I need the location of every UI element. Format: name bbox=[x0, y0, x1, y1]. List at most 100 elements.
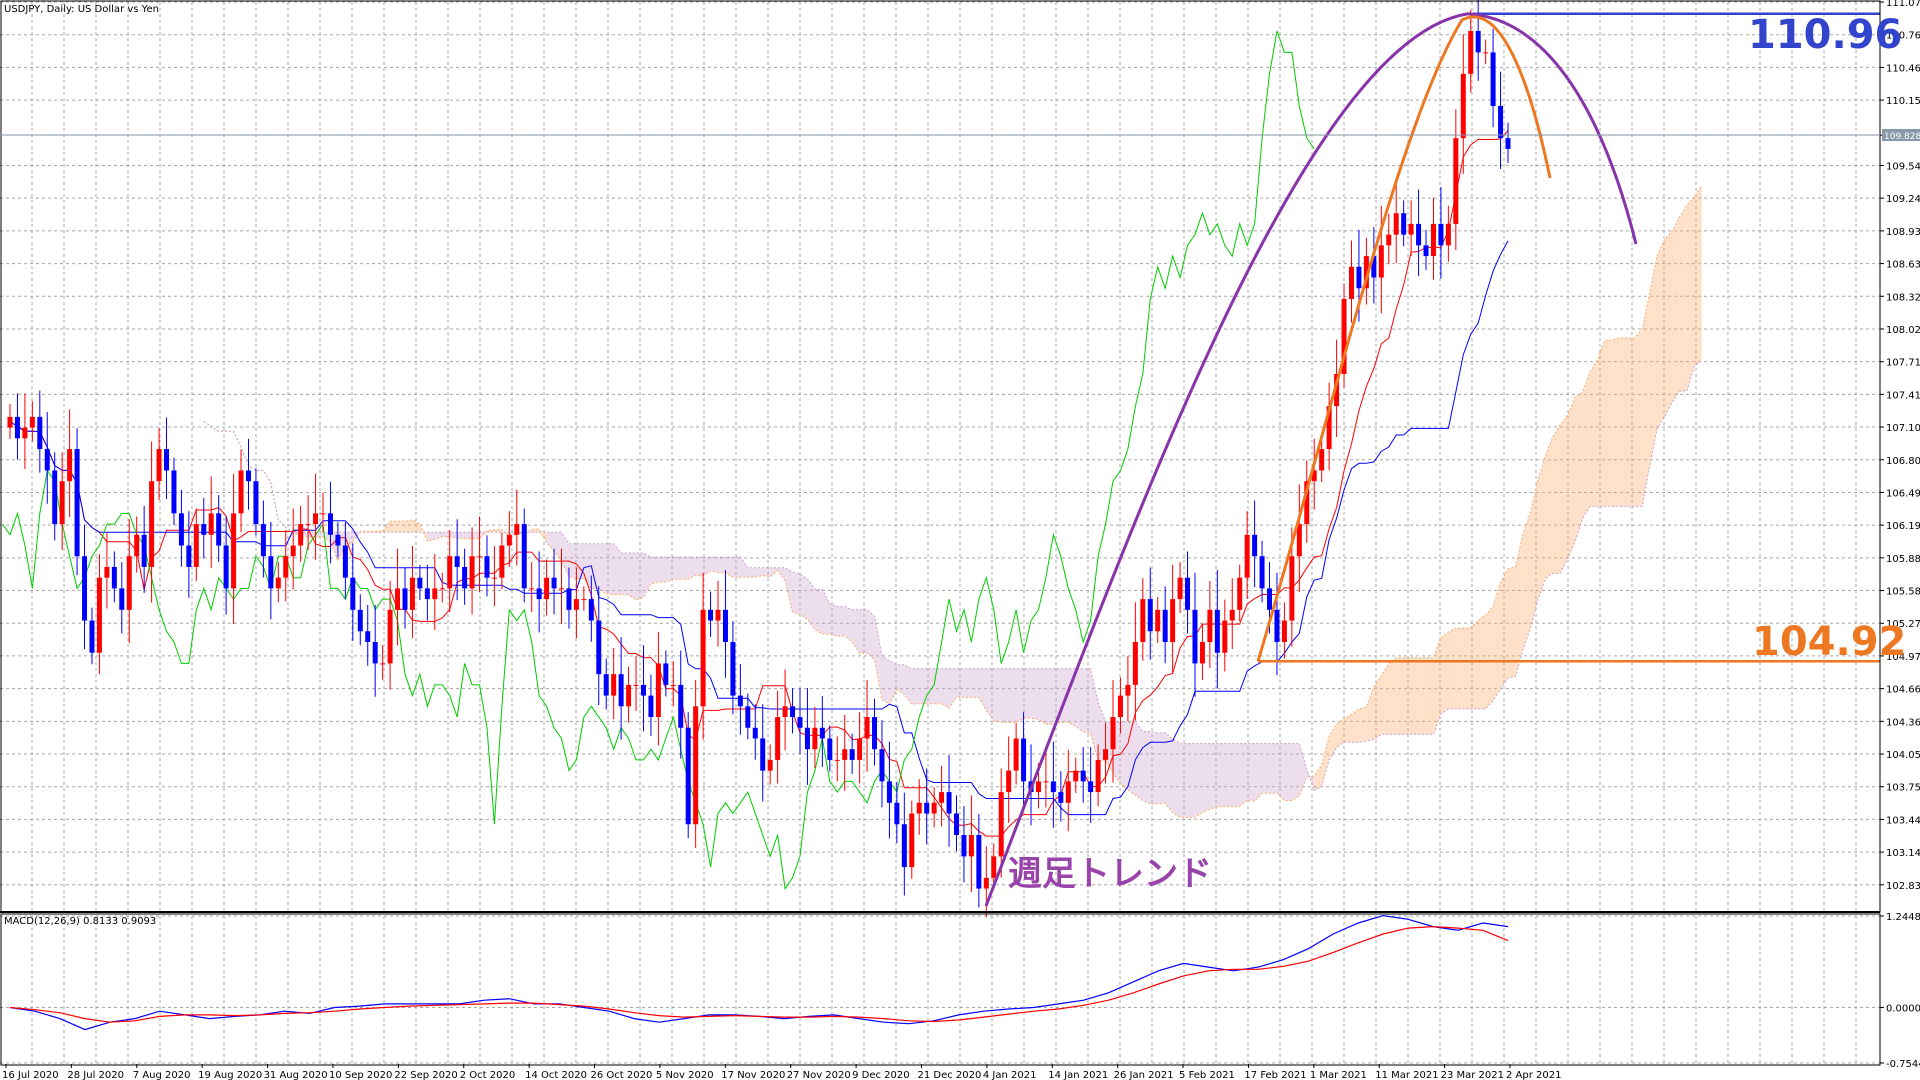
y-tick-label: 105.885 bbox=[1886, 554, 1920, 565]
x-tick-label: 22 Sep 2020 bbox=[394, 1070, 457, 1080]
candle-body bbox=[462, 566, 468, 589]
kumo-segment bbox=[1351, 708, 1359, 743]
x-tick-label: 17 Feb 2021 bbox=[1244, 1070, 1306, 1080]
candle-body bbox=[1140, 599, 1146, 642]
y-tick-label: 105.580 bbox=[1886, 587, 1920, 598]
candle-body bbox=[953, 813, 959, 835]
kumo-segment bbox=[1195, 743, 1203, 818]
kumo-segment bbox=[427, 532, 435, 542]
kumo-segment bbox=[1321, 736, 1330, 787]
candle-body bbox=[1348, 266, 1354, 299]
candle-body bbox=[1147, 599, 1153, 632]
candle-body bbox=[1408, 223, 1414, 235]
candle-body bbox=[417, 577, 423, 589]
kumo-segment bbox=[1664, 231, 1672, 417]
kumo-segment bbox=[889, 660, 897, 705]
candle-body bbox=[380, 663, 386, 665]
kumo-segment bbox=[1142, 731, 1151, 804]
candle-body bbox=[1043, 781, 1049, 783]
y-tick-label: 102.835 bbox=[1886, 881, 1920, 892]
candle-body bbox=[1468, 30, 1474, 74]
x-tick-label: 31 Aug 2020 bbox=[264, 1070, 328, 1080]
candle-body bbox=[1229, 609, 1235, 621]
candle-body bbox=[74, 449, 80, 557]
y-tick-label: 104.360 bbox=[1886, 717, 1920, 728]
kumo-segment bbox=[755, 567, 763, 578]
kumo-segment bbox=[1224, 743, 1233, 807]
candle-body bbox=[1095, 759, 1101, 793]
current-price-tag: 109.828 bbox=[1884, 132, 1920, 142]
kumo-segment bbox=[1373, 675, 1382, 740]
candle-body bbox=[1252, 534, 1258, 557]
candle-body bbox=[551, 577, 557, 589]
macd-panel-frame bbox=[0, 913, 1881, 1066]
x-tick-label: 7 Aug 2020 bbox=[133, 1070, 191, 1080]
candle-body bbox=[1244, 534, 1250, 578]
candle-body bbox=[894, 802, 900, 825]
candle-body bbox=[506, 534, 512, 546]
x-tick-label: 19 Aug 2020 bbox=[198, 1070, 262, 1080]
kumo-segment bbox=[1127, 722, 1136, 796]
candle-body bbox=[857, 738, 863, 760]
kumo-segment bbox=[867, 609, 875, 660]
weekly-trend-arc bbox=[984, 12, 1638, 907]
x-tick-label: 9 Dec 2020 bbox=[852, 1070, 910, 1080]
kumo-segment bbox=[1269, 743, 1277, 794]
candle-body bbox=[1162, 609, 1168, 642]
candle-body bbox=[1416, 223, 1422, 246]
candle-body bbox=[611, 674, 617, 696]
candle-body bbox=[775, 717, 781, 760]
x-tick-label: 2 Apr 2021 bbox=[1506, 1070, 1561, 1080]
candle-body bbox=[529, 588, 535, 590]
kumo-segment bbox=[993, 668, 1002, 723]
candle-body bbox=[1281, 620, 1287, 642]
kumo-segment bbox=[1172, 738, 1181, 818]
kumo-segment bbox=[1672, 217, 1680, 403]
kumo-segment bbox=[1053, 668, 1061, 725]
kumo-segment bbox=[1418, 657, 1426, 735]
kumo-segment bbox=[442, 532, 450, 537]
kumo-segment bbox=[673, 557, 681, 580]
candle-body bbox=[693, 706, 699, 825]
kumo-segment bbox=[1031, 668, 1039, 720]
candle-body bbox=[939, 792, 945, 803]
candle-body bbox=[268, 556, 274, 589]
candle-body bbox=[827, 738, 833, 760]
x-tick-label: 23 Mar 2021 bbox=[1441, 1070, 1504, 1080]
candle-body bbox=[477, 556, 483, 558]
candle-body bbox=[216, 513, 222, 546]
candle-body bbox=[372, 641, 378, 664]
candle-body bbox=[14, 416, 20, 439]
candle-body bbox=[1177, 577, 1183, 600]
kumo-segment bbox=[1180, 743, 1188, 818]
candle-body bbox=[1483, 52, 1489, 54]
kumo-segment bbox=[1344, 714, 1352, 743]
macd-series bbox=[9, 914, 1509, 1031]
candle-body bbox=[1222, 620, 1228, 653]
kumo-segment bbox=[1358, 707, 1367, 743]
kumo-segment bbox=[1612, 337, 1620, 507]
kumo-segment bbox=[472, 532, 480, 539]
candle-body bbox=[1498, 105, 1504, 139]
candle-body bbox=[454, 556, 460, 567]
candle-body bbox=[670, 684, 676, 686]
kumo-segment bbox=[1604, 340, 1613, 507]
kumo-segment bbox=[643, 553, 651, 598]
kumo-segment bbox=[1448, 628, 1456, 709]
candle-body bbox=[283, 556, 289, 578]
candle-body bbox=[1021, 738, 1027, 782]
kumo-segment bbox=[740, 557, 748, 578]
candle-body bbox=[633, 684, 639, 686]
y-tick-label: 106.800 bbox=[1886, 456, 1920, 467]
candle-body bbox=[1378, 245, 1384, 278]
kumo-segment bbox=[412, 519, 420, 533]
kumo-segment bbox=[1001, 668, 1009, 723]
candle-body bbox=[350, 577, 356, 610]
candle-body bbox=[59, 481, 65, 525]
kumo-segment bbox=[1560, 415, 1568, 574]
kumo-segment bbox=[837, 606, 845, 637]
candle-body bbox=[767, 759, 773, 771]
kumo-segment bbox=[434, 532, 443, 540]
candle-body bbox=[968, 834, 974, 857]
